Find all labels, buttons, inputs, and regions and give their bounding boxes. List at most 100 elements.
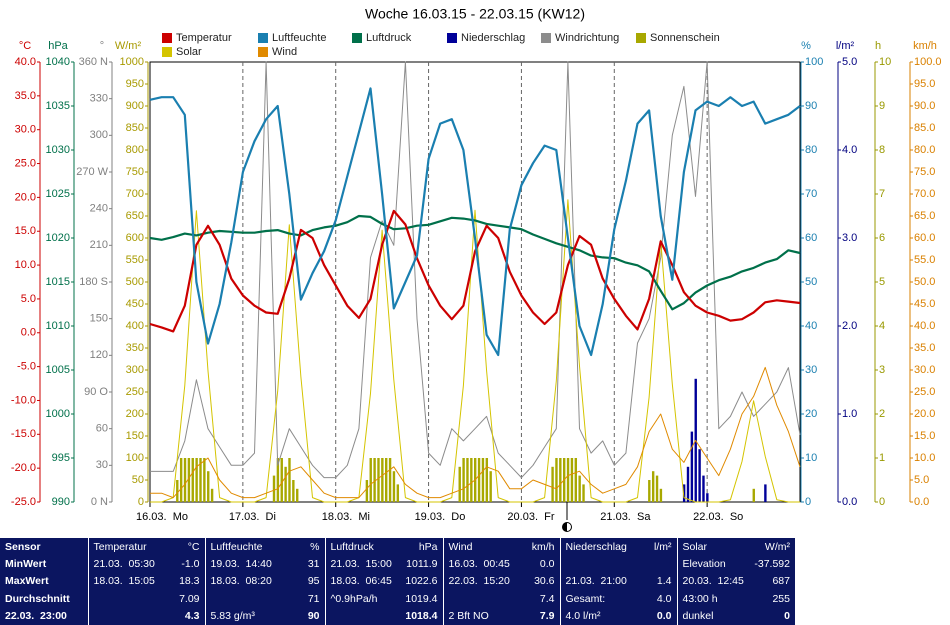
y-tick-label: 180 S (79, 276, 108, 288)
axis-unit: hPa (48, 40, 68, 52)
bar (470, 458, 473, 502)
legend-swatch (447, 33, 457, 43)
y-tick-label: 1020 (46, 232, 70, 244)
table-cell: 5.83 g/m³ 90 (204, 607, 325, 625)
table-row: MinWert 21.03. 05:30 -1.0 19.03. 14:40 31 21.… (0, 555, 795, 573)
cell: Wind km/h (449, 541, 555, 553)
header-unit: l/m² (654, 540, 672, 553)
table-cell: 71 (204, 590, 325, 608)
bar (373, 458, 376, 502)
legend-swatch (636, 33, 646, 43)
bar (582, 484, 585, 502)
bar (686, 466, 690, 502)
cell-value: 7.9 (539, 610, 555, 623)
bar (570, 458, 574, 502)
table-cell: 22.03. 15:20 30.6 (442, 572, 560, 591)
y-tick-label: 350 (126, 342, 144, 354)
header-cell: Wind km/h (442, 538, 560, 556)
header-unit: km/h (531, 540, 555, 553)
bar (365, 480, 369, 502)
y-tick-label: 0 N (91, 496, 108, 508)
axis-unit: h (875, 40, 881, 52)
y-tick-label: 1030 (46, 144, 70, 156)
y-tick-label: 100 (126, 452, 144, 464)
table-cell: Gesamt: 4.0 (559, 590, 677, 608)
cell-note: 21.03. 21:00 (565, 575, 627, 588)
bar (551, 466, 554, 502)
bar (462, 458, 465, 502)
cell-value: 7.09 (179, 592, 200, 605)
y-tick-label: 30.0 (15, 124, 36, 136)
y-tick-label: 800 (126, 144, 144, 156)
y-tick-label: 270 W (76, 166, 108, 178)
cell: Gesamt: 4.0 (566, 593, 672, 605)
cell-value: 18.3 (179, 575, 200, 588)
cell: 19.03. 14:40 31 (211, 558, 320, 570)
bar (179, 458, 183, 502)
bar (176, 480, 179, 502)
y-tick-label: 20.0 (914, 408, 935, 420)
bar (566, 458, 570, 502)
y-tick-label: 4.0 (842, 144, 857, 156)
plot-area (149, 61, 801, 503)
y-tick-label: 450 (126, 298, 144, 310)
y-tick-label: 10.0 (15, 259, 36, 271)
bar (388, 458, 392, 502)
bar (296, 488, 299, 502)
header-unit: hPa (418, 540, 438, 553)
legend-label: Luftfeuchte (272, 32, 326, 44)
table-cell: Elevation -37.592 (676, 555, 795, 573)
table-header-row: Sensor Temperatur °C Luftfeuchte% Luftdruck h… (0, 538, 795, 556)
cell: 21.03. 21:00 1.4 (566, 575, 672, 587)
y-tick-label: 50 (805, 276, 817, 288)
table-cell: dunkel 0 (676, 607, 795, 625)
cell-note: Elevation (682, 558, 726, 571)
axis-unit: W/m² (115, 40, 142, 52)
cell: 71 (211, 593, 320, 605)
cell-value: 687 (772, 575, 790, 588)
header-cell: Sensor (0, 538, 88, 555)
cell: 18.03. 15:05 18.3 (94, 575, 200, 587)
table-cell: 1018.4 (324, 607, 443, 625)
cell: Solar W/m² (683, 541, 791, 553)
y-tick-label: 90 O (84, 386, 108, 398)
y-tick-label: 15.0 (914, 430, 935, 442)
bar (288, 458, 291, 502)
bar (377, 458, 380, 502)
y-tick-label: 750 (126, 166, 144, 178)
y-tick-label: 35.0 (15, 90, 36, 102)
y-tick-label: 5.0 (21, 293, 36, 305)
series-line (150, 61, 801, 479)
y-tick-label: 950 (126, 78, 144, 90)
cell-value: 1022.6 (405, 575, 438, 588)
cell-note: 19.03. 14:40 (210, 558, 272, 571)
cell: 22.03. 15:20 30.6 (449, 575, 555, 587)
y-tick-label: 0 (879, 496, 885, 508)
table-cell: 4.0 l/m² 0.0 (559, 607, 677, 625)
y-tick-label: 5.0 (842, 56, 857, 68)
axis-unit: ° (100, 40, 104, 52)
series-line (149, 87, 801, 357)
table-cell: 2 Bft NO 7.9 (442, 607, 560, 625)
cell: Niederschlag l/m² (566, 541, 672, 553)
cell-value: 31 (307, 558, 320, 571)
bar (489, 471, 492, 502)
y-tick-label: 1025 (46, 188, 70, 200)
y-tick-label: 900 (126, 100, 144, 112)
header-title: Luftdruck (330, 540, 374, 553)
bar (272, 475, 276, 502)
y-tick-label: 15.0 (15, 225, 36, 237)
header-cell: Temperatur °C (87, 538, 205, 556)
bar (276, 458, 280, 502)
cell: 18.03. 06:45 1022.6 (331, 575, 438, 587)
bar (555, 458, 558, 502)
table-cell: 18.03. 08:20 95 (204, 572, 325, 591)
y-tick-label: 400 (126, 320, 144, 332)
cell: 1018.4 (331, 610, 437, 622)
cell-value: 0.0 (656, 610, 672, 623)
cell-note: ^0.9hPa/h (330, 592, 378, 605)
table-cell: 7.09 (87, 590, 205, 608)
y-tick-label: 60.0 (914, 232, 935, 244)
y-tick-label: 90.0 (914, 100, 935, 112)
